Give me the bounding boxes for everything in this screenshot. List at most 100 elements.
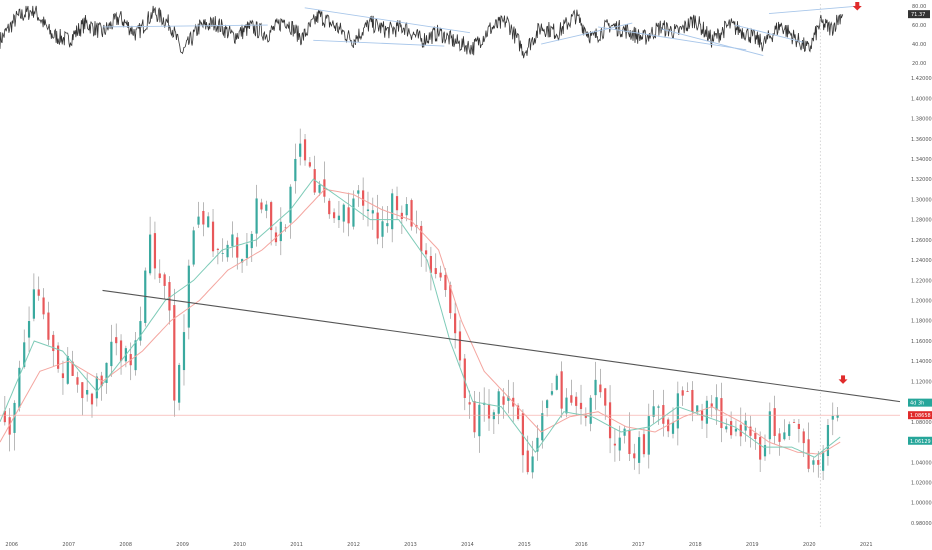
candle-body bbox=[57, 345, 60, 369]
x-tick: 2010 bbox=[233, 542, 246, 548]
price-y-tick: 1.08000 bbox=[911, 420, 932, 426]
candle-body bbox=[579, 402, 583, 410]
candle-body bbox=[115, 337, 118, 344]
candle-body bbox=[8, 417, 11, 435]
candle-body bbox=[342, 204, 345, 222]
price-y-tick: 1.24000 bbox=[911, 258, 932, 264]
osc-value-badge bbox=[908, 10, 930, 19]
candle-body bbox=[211, 221, 215, 252]
candle-body bbox=[705, 400, 708, 424]
candle-body bbox=[468, 402, 471, 405]
candle-body bbox=[173, 305, 176, 401]
candle-body bbox=[516, 405, 520, 420]
x-tick: 2012 bbox=[347, 542, 360, 548]
candle-body bbox=[662, 405, 665, 424]
candle-body bbox=[52, 334, 55, 352]
candle-body bbox=[119, 340, 123, 362]
candle-body bbox=[134, 340, 137, 371]
candle-body bbox=[652, 406, 655, 417]
price-y-tick: 1.26000 bbox=[911, 238, 932, 244]
candle-body bbox=[328, 200, 331, 215]
candle-body bbox=[725, 426, 728, 430]
candle-body bbox=[546, 400, 549, 408]
candle-body bbox=[32, 289, 35, 319]
candle-body bbox=[260, 202, 263, 210]
candle-body bbox=[458, 331, 462, 361]
candle-body bbox=[308, 162, 311, 167]
candle-body bbox=[279, 221, 282, 242]
candle-body bbox=[47, 312, 50, 340]
last-price-badge bbox=[908, 411, 932, 420]
oscillator-trendline-3 bbox=[541, 22, 633, 45]
candle-body bbox=[826, 424, 830, 456]
candle-body bbox=[395, 196, 399, 211]
price-y-tick: 0.98000 bbox=[911, 521, 932, 527]
candle-body bbox=[521, 413, 525, 456]
oscillator-trendline-7 bbox=[768, 5, 861, 15]
candle-body bbox=[245, 244, 249, 258]
price-y-tick: 1.20000 bbox=[911, 299, 932, 305]
candle-body bbox=[497, 391, 500, 414]
candle-body bbox=[284, 227, 287, 229]
x-tick: 2009 bbox=[176, 542, 189, 548]
moving-average-0 bbox=[0, 188, 841, 455]
x-tick: 2007 bbox=[62, 542, 75, 548]
candle-body bbox=[289, 186, 292, 223]
candle-body bbox=[294, 158, 297, 182]
candle-body bbox=[633, 453, 636, 459]
candle-body bbox=[473, 401, 476, 433]
x-tick: 2013 bbox=[404, 542, 417, 548]
candle-body bbox=[570, 395, 573, 403]
price-y-tick: 1.34000 bbox=[911, 157, 932, 163]
countdown-label: 4d 3h bbox=[910, 401, 924, 407]
resistance-trendline bbox=[102, 289, 901, 403]
price-y-tick: 1.28000 bbox=[911, 218, 932, 224]
x-tick: 2006 bbox=[5, 542, 18, 548]
price-y-tick: 1.42000 bbox=[911, 76, 932, 82]
candle-body bbox=[158, 273, 161, 278]
candle-body bbox=[23, 342, 26, 367]
candle-body bbox=[691, 389, 694, 413]
candle-body bbox=[332, 212, 336, 219]
candle-body bbox=[61, 373, 65, 379]
candle-body bbox=[715, 397, 718, 411]
candle-body bbox=[420, 225, 423, 252]
candle-body bbox=[391, 193, 394, 230]
candle-body bbox=[439, 272, 442, 278]
candle-body bbox=[608, 402, 612, 439]
candle-body bbox=[802, 431, 805, 444]
candle-body bbox=[594, 379, 597, 396]
candle-body bbox=[463, 358, 466, 398]
candle-body bbox=[831, 415, 834, 420]
candle-body bbox=[66, 356, 69, 384]
candle-body bbox=[836, 414, 839, 418]
candle-body bbox=[618, 437, 621, 451]
oscillator-trendline-6 bbox=[734, 24, 804, 43]
price-y-tick: 1.12000 bbox=[911, 379, 932, 385]
candle-body bbox=[400, 212, 403, 219]
candle-body bbox=[773, 408, 776, 436]
x-tick: 2017 bbox=[632, 542, 645, 548]
x-tick: 2016 bbox=[575, 542, 588, 548]
candle-body bbox=[18, 367, 21, 408]
candle-body bbox=[759, 437, 762, 460]
candle-body bbox=[792, 422, 796, 423]
candle-body bbox=[628, 429, 631, 455]
candle-body bbox=[362, 190, 365, 206]
price-panel bbox=[0, 4, 901, 528]
price-y-tick: 1.22000 bbox=[911, 278, 932, 284]
candle-body bbox=[105, 362, 108, 383]
price-down-arrow bbox=[838, 375, 848, 384]
candle-body bbox=[347, 207, 350, 224]
candle-body bbox=[168, 282, 171, 311]
price-y-tick: 1.02000 bbox=[911, 481, 932, 487]
candle-body bbox=[604, 388, 607, 406]
candle-body bbox=[739, 424, 742, 437]
candle-body bbox=[71, 361, 74, 376]
candle-body bbox=[696, 405, 699, 413]
price-y-tick: 1.00000 bbox=[911, 501, 932, 507]
candle-body bbox=[303, 139, 307, 161]
candle-body bbox=[541, 413, 544, 441]
candle-body bbox=[526, 450, 529, 473]
